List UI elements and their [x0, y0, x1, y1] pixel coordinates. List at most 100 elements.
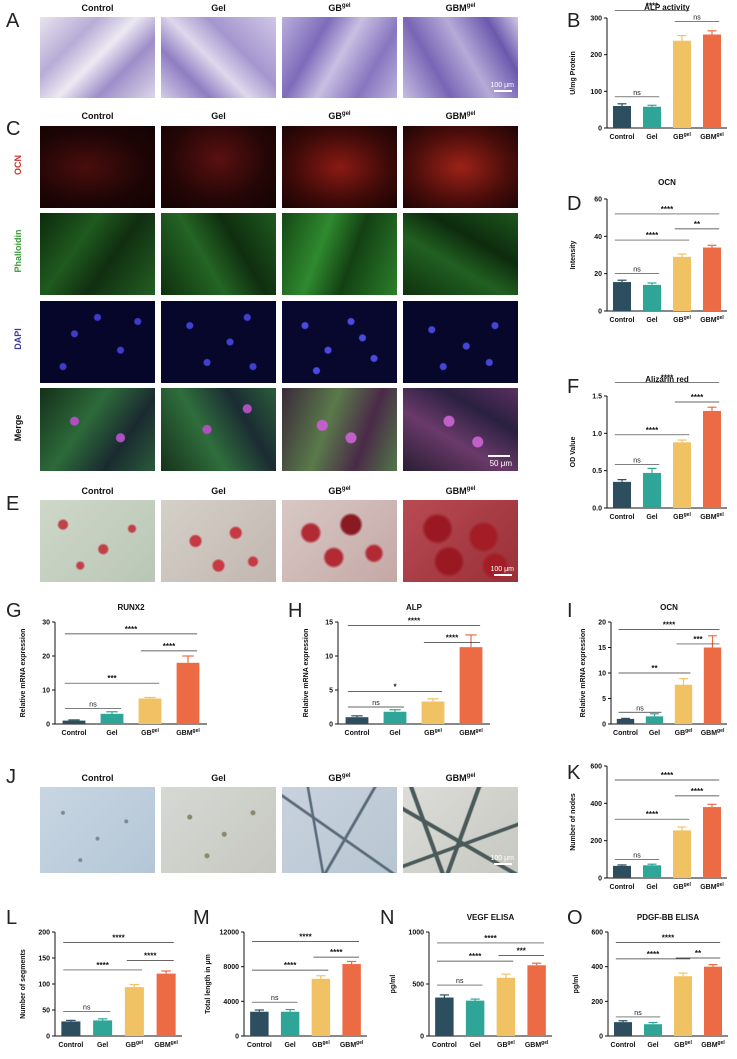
x-tick-label: GBMgel	[701, 728, 725, 737]
significance-label: ****	[647, 950, 660, 959]
panel-a-image-gel	[161, 17, 276, 98]
y-tick-label: 20	[598, 620, 606, 627]
panel-a-image-gbm: 100 μm	[403, 17, 518, 98]
bar-gbm	[703, 247, 721, 311]
significance-label: ****	[330, 948, 343, 957]
bar-gel	[280, 1011, 300, 1036]
y-tick-label: 12000	[220, 930, 240, 937]
bar-gb	[138, 698, 162, 724]
x-tick-superscript: gel	[717, 132, 725, 138]
bar-gb	[673, 442, 691, 508]
significance-label: ****	[299, 933, 312, 942]
panel-letter-h: H	[288, 600, 303, 622]
significance-label: ****	[691, 787, 704, 796]
x-tick-label: GBgel	[424, 728, 442, 737]
column-label-a-gel: Gel	[211, 3, 226, 13]
panel-letter-e: E	[6, 493, 20, 515]
y-tick-label: 20	[42, 654, 50, 661]
chart-title: OCN	[658, 178, 676, 187]
y-tick-label: 1.5	[592, 394, 602, 401]
y-axis-label: Relative mRNA expression	[20, 629, 27, 718]
y-tick-label: 0	[598, 876, 602, 883]
significance-label: ****	[408, 616, 421, 625]
chart-f: Alizarin red OD Value 0.0 0.5 1.0 1.5 Control G…	[570, 374, 727, 521]
bar-control	[616, 718, 635, 724]
significance-label: ****	[125, 625, 138, 634]
y-tick-label: 4000	[223, 999, 239, 1006]
significance-label: ****	[691, 393, 704, 402]
scale-bar-label: 50 μm	[489, 459, 512, 468]
x-tick-label: Control	[610, 317, 635, 324]
panel-a-image-control	[40, 17, 155, 98]
significance-label: *	[393, 682, 397, 691]
column-label-j-gel: Gel	[211, 773, 226, 783]
x-tick-superscript: gel	[684, 882, 692, 888]
x-tick-label: GBMgel	[176, 728, 200, 737]
significance-label: ****	[661, 205, 674, 214]
x-tick-label: GBMgel	[525, 1040, 549, 1049]
x-tick-label: Gel	[646, 317, 657, 324]
bar-gbm	[459, 647, 483, 724]
significance-label: ns	[633, 90, 641, 97]
x-tick-label: GBMgel	[340, 1040, 364, 1049]
x-tick-superscript: gel	[717, 728, 725, 734]
column-label-c-gb: GBgel	[328, 111, 351, 121]
bar-control	[345, 717, 369, 724]
chart-i: OCN Relative mRNA expression 0 5 10 15 20 Contr…	[580, 603, 727, 737]
x-tick-superscript: gel	[193, 728, 201, 734]
x-tick-label: GBMgel	[459, 728, 483, 737]
bar-gb	[673, 256, 691, 311]
x-tick-superscript: gel	[541, 1040, 549, 1046]
y-tick-label: 5	[329, 688, 333, 695]
panel-letter-m: M	[193, 907, 210, 929]
y-tick-label: 10	[42, 688, 50, 695]
significance-label: ****	[662, 933, 675, 942]
superscript: gel	[341, 773, 351, 779]
significance-label: ****	[646, 426, 659, 435]
bar-control	[613, 481, 631, 508]
panel-j-image-gb	[282, 787, 397, 873]
panel-letter-l: L	[6, 907, 18, 929]
column-label-j-gbm: GBMgel	[445, 773, 476, 783]
y-axis-label: Relative mRNA expression	[580, 629, 587, 718]
x-tick-superscript: gel	[356, 1040, 364, 1046]
y-tick-label: 0.5	[592, 468, 602, 475]
superscript: gel	[466, 486, 476, 492]
x-tick-superscript: gel	[717, 512, 725, 518]
scale-bar-label: 100 μm	[490, 855, 515, 862]
bar-control	[613, 106, 631, 128]
bar-control	[61, 1021, 81, 1036]
chart-h: ALP Relative mRNA expression 0 5 10 15 Control…	[303, 603, 490, 737]
panel-j-image-gel	[161, 787, 276, 873]
significance-label: ****	[446, 633, 459, 642]
superscript: gel	[466, 111, 476, 117]
y-axis-label: U/mg Protein	[570, 51, 577, 95]
y-tick-label: 0.0	[592, 506, 602, 513]
y-tick-label: 600	[591, 930, 603, 937]
x-tick-label: Gel	[106, 730, 117, 737]
x-tick-label: GBMgel	[701, 1040, 725, 1049]
x-tick-label: Control	[345, 730, 370, 737]
chart-title: ALP activity	[644, 3, 690, 12]
bar-gb	[311, 978, 331, 1036]
x-tick-superscript: gel	[152, 728, 160, 734]
significance-label: ****	[112, 933, 125, 942]
column-label-c-gbm: GBMgel	[445, 111, 476, 121]
y-tick-label: 400	[590, 801, 602, 808]
chart-l: Number of segments 0 50 100 150 200 Control Gel…	[20, 930, 182, 1049]
chart-title: VEGF ELISA	[467, 913, 515, 922]
x-tick-superscript: gel	[685, 728, 693, 734]
x-tick-superscript: gel	[684, 512, 692, 518]
significance-label: ns	[271, 995, 279, 1002]
x-tick-label: GBgel	[675, 728, 693, 737]
bar-gbm	[342, 964, 361, 1036]
chart-title: OCN	[660, 603, 678, 612]
x-tick-label: Gel	[646, 884, 657, 891]
x-tick-label: GBgel	[673, 315, 691, 324]
x-tick-superscript: gel	[717, 882, 725, 888]
superscript: gel	[466, 3, 476, 9]
superscript: gel	[341, 486, 351, 492]
chart-title: RUNX2	[117, 603, 145, 612]
x-tick-superscript: gel	[323, 1040, 331, 1046]
x-tick-label: GBgel	[674, 1040, 692, 1049]
